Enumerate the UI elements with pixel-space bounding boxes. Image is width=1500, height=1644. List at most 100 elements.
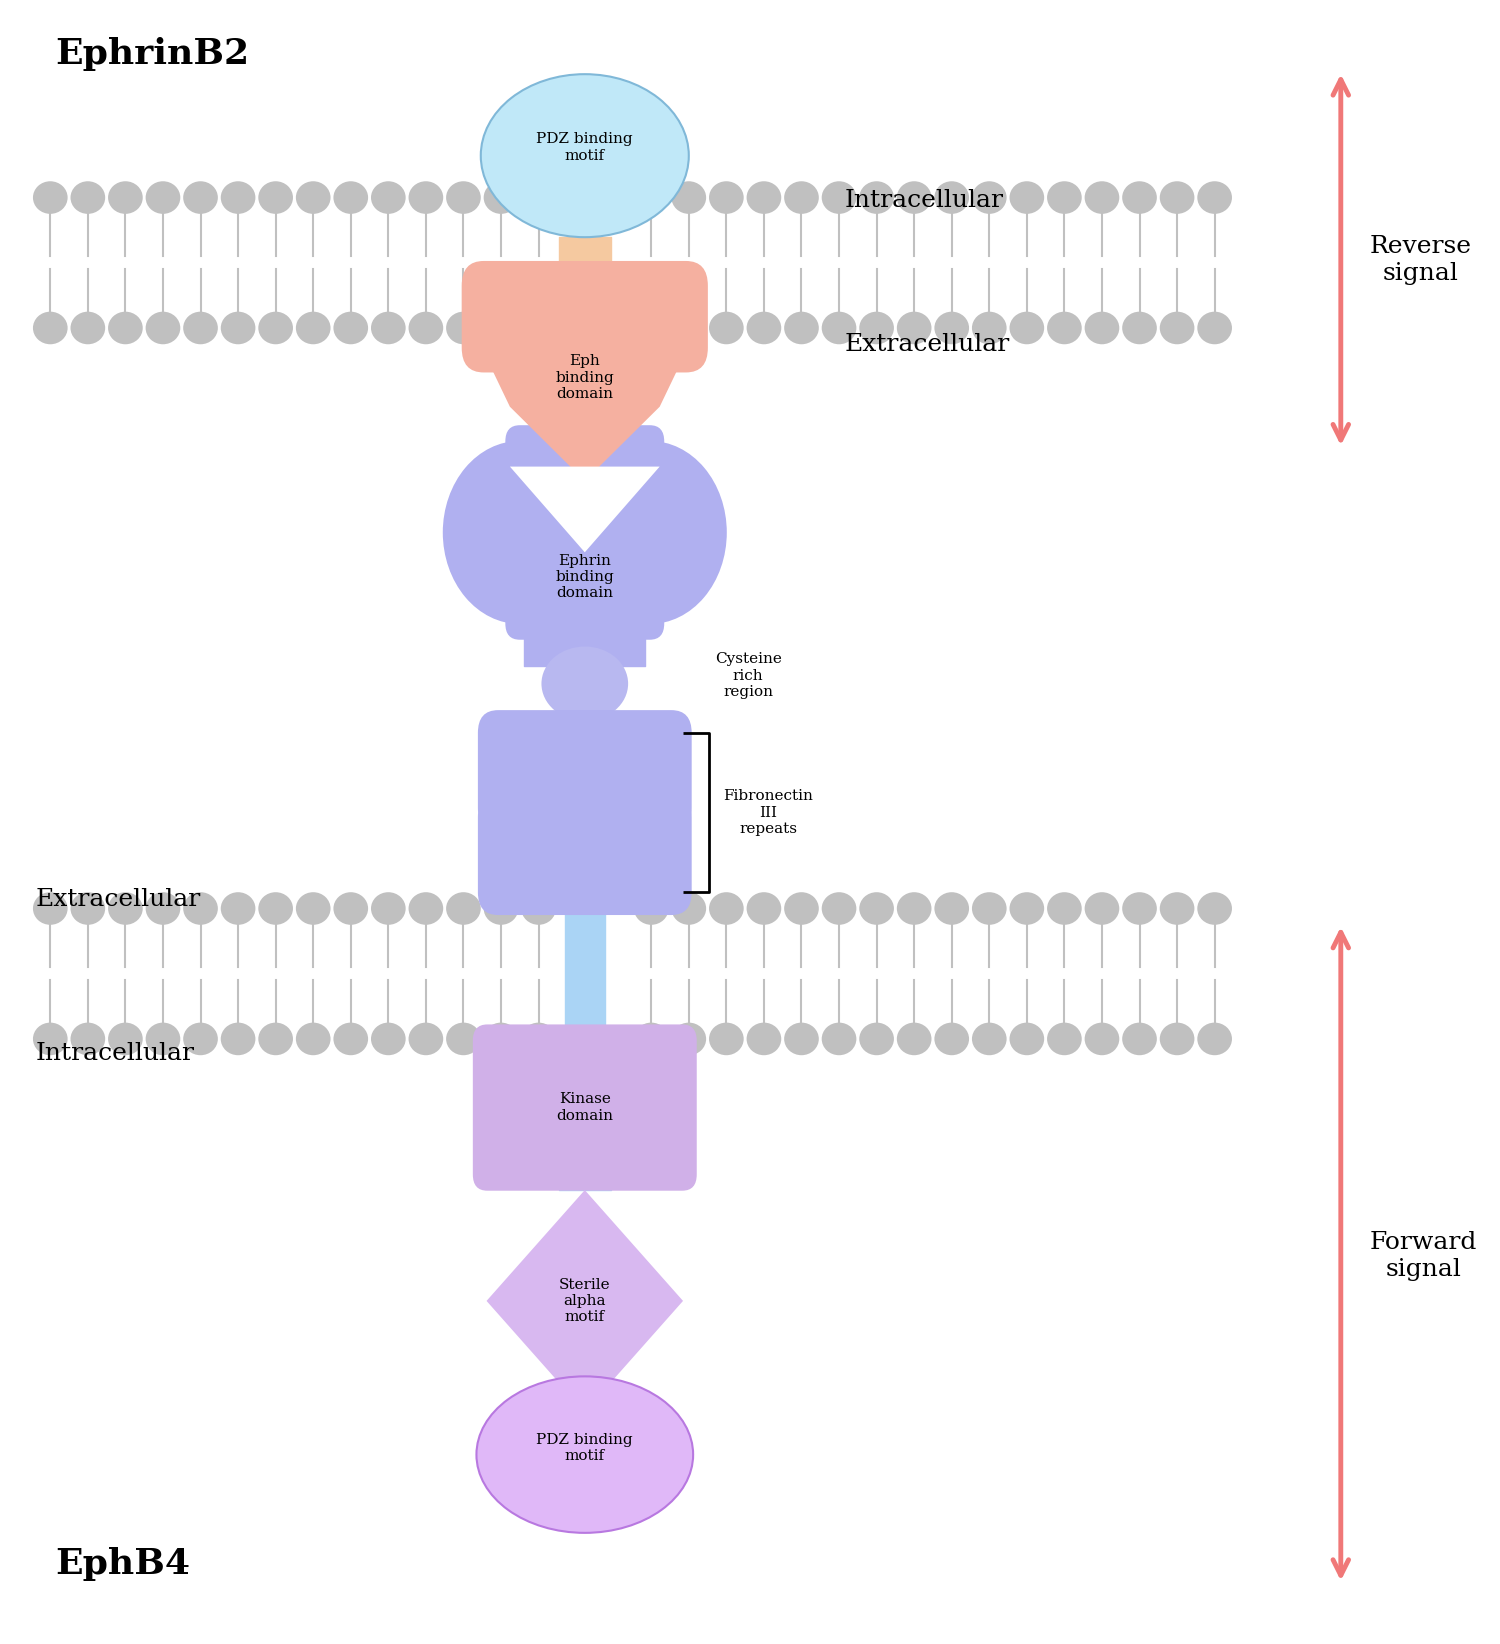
- Ellipse shape: [146, 181, 180, 214]
- Ellipse shape: [483, 312, 519, 344]
- Text: Reverse
signal: Reverse signal: [1370, 235, 1472, 284]
- Ellipse shape: [520, 893, 556, 926]
- Ellipse shape: [520, 1023, 556, 1055]
- Ellipse shape: [446, 1023, 482, 1055]
- Ellipse shape: [477, 1376, 693, 1532]
- Text: Kinase
domain: Kinase domain: [556, 1093, 614, 1123]
- Ellipse shape: [710, 312, 744, 344]
- Polygon shape: [510, 467, 660, 552]
- Ellipse shape: [333, 181, 368, 214]
- Ellipse shape: [859, 893, 894, 926]
- Ellipse shape: [446, 312, 482, 344]
- Ellipse shape: [258, 312, 292, 344]
- Ellipse shape: [747, 893, 782, 926]
- Ellipse shape: [108, 1023, 142, 1055]
- Ellipse shape: [934, 893, 969, 926]
- Ellipse shape: [573, 441, 728, 625]
- Text: Intracellular: Intracellular: [36, 1042, 195, 1065]
- Ellipse shape: [146, 312, 180, 344]
- Ellipse shape: [934, 312, 969, 344]
- Ellipse shape: [442, 441, 597, 625]
- Text: EphrinB2: EphrinB2: [56, 36, 249, 71]
- FancyBboxPatch shape: [462, 261, 708, 373]
- Ellipse shape: [220, 1023, 255, 1055]
- Ellipse shape: [33, 893, 68, 926]
- Ellipse shape: [1122, 312, 1156, 344]
- Ellipse shape: [370, 181, 405, 214]
- Ellipse shape: [1010, 312, 1044, 344]
- Text: Extracellular: Extracellular: [844, 332, 1010, 355]
- Ellipse shape: [408, 893, 442, 926]
- Ellipse shape: [333, 893, 368, 926]
- Ellipse shape: [1197, 181, 1231, 214]
- Ellipse shape: [33, 181, 68, 214]
- Ellipse shape: [859, 1023, 894, 1055]
- Ellipse shape: [408, 1023, 442, 1055]
- Text: Intracellular: Intracellular: [844, 189, 1004, 212]
- Ellipse shape: [1010, 1023, 1044, 1055]
- Ellipse shape: [1122, 181, 1156, 214]
- Ellipse shape: [520, 181, 556, 214]
- Ellipse shape: [183, 1023, 218, 1055]
- Ellipse shape: [822, 181, 856, 214]
- Ellipse shape: [108, 181, 142, 214]
- Text: Fibronectin
III
repeats: Fibronectin III repeats: [723, 789, 813, 835]
- Ellipse shape: [220, 181, 255, 214]
- Ellipse shape: [1010, 181, 1044, 214]
- Ellipse shape: [542, 646, 628, 720]
- Ellipse shape: [1047, 181, 1082, 214]
- Text: Ephrin
binding
domain: Ephrin binding domain: [555, 554, 614, 600]
- Ellipse shape: [1047, 1023, 1082, 1055]
- Ellipse shape: [822, 312, 856, 344]
- Ellipse shape: [784, 181, 819, 214]
- Ellipse shape: [146, 1023, 180, 1055]
- Ellipse shape: [1084, 893, 1119, 926]
- Ellipse shape: [446, 181, 482, 214]
- Text: PDZ binding
motif: PDZ binding motif: [537, 1434, 633, 1463]
- Text: Forward
signal: Forward signal: [1370, 1231, 1478, 1281]
- Ellipse shape: [1084, 312, 1119, 344]
- Ellipse shape: [483, 181, 519, 214]
- Ellipse shape: [258, 1023, 292, 1055]
- Ellipse shape: [333, 1023, 368, 1055]
- Ellipse shape: [108, 893, 142, 926]
- Text: PDZ binding
motif: PDZ binding motif: [537, 133, 633, 163]
- Polygon shape: [482, 345, 688, 482]
- Ellipse shape: [859, 312, 894, 344]
- Ellipse shape: [634, 312, 669, 344]
- Text: Eph
binding
domain: Eph binding domain: [555, 355, 614, 401]
- Ellipse shape: [296, 181, 330, 214]
- Ellipse shape: [784, 1023, 819, 1055]
- Ellipse shape: [544, 593, 626, 666]
- Ellipse shape: [70, 312, 105, 344]
- Ellipse shape: [296, 312, 330, 344]
- Ellipse shape: [672, 893, 706, 926]
- Ellipse shape: [370, 312, 405, 344]
- Ellipse shape: [747, 181, 782, 214]
- FancyBboxPatch shape: [506, 426, 664, 640]
- Ellipse shape: [108, 312, 142, 344]
- Ellipse shape: [370, 893, 405, 926]
- Ellipse shape: [747, 312, 782, 344]
- Ellipse shape: [934, 1023, 969, 1055]
- Ellipse shape: [710, 1023, 744, 1055]
- Ellipse shape: [1122, 893, 1156, 926]
- Ellipse shape: [822, 1023, 856, 1055]
- Ellipse shape: [183, 181, 218, 214]
- Ellipse shape: [784, 312, 819, 344]
- Ellipse shape: [70, 1023, 105, 1055]
- Ellipse shape: [333, 312, 368, 344]
- Text: Extracellular: Extracellular: [36, 888, 201, 911]
- Ellipse shape: [710, 181, 744, 214]
- Ellipse shape: [897, 893, 932, 926]
- Ellipse shape: [70, 181, 105, 214]
- Ellipse shape: [1197, 893, 1231, 926]
- Ellipse shape: [296, 893, 330, 926]
- Ellipse shape: [972, 312, 1006, 344]
- Ellipse shape: [296, 1023, 330, 1055]
- Ellipse shape: [822, 893, 856, 926]
- Ellipse shape: [897, 1023, 932, 1055]
- Ellipse shape: [258, 181, 292, 214]
- Ellipse shape: [1160, 893, 1194, 926]
- Ellipse shape: [934, 181, 969, 214]
